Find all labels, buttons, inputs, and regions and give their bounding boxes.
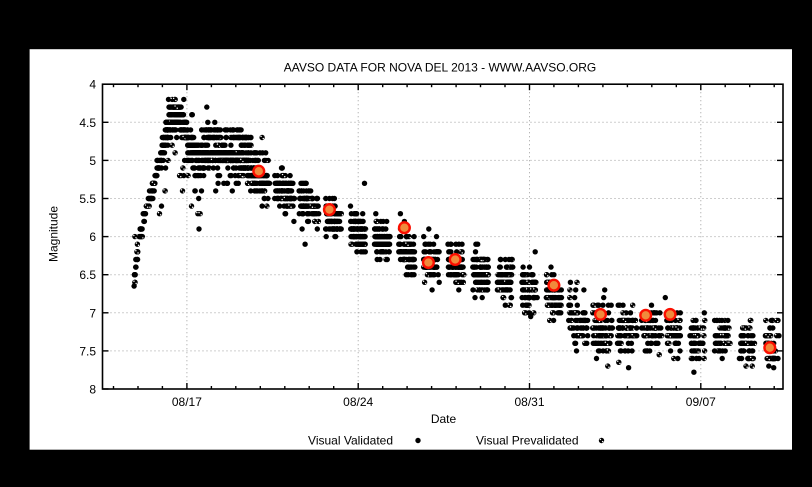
svg-text:Date: Date: [431, 412, 457, 426]
svg-text:09/07: 09/07: [686, 395, 716, 409]
svg-text:7: 7: [89, 306, 96, 320]
svg-text:Visual Validated: Visual Validated: [308, 434, 393, 448]
svg-text:AAVSO DATA FOR NOVA DEL 2013 -: AAVSO DATA FOR NOVA DEL 2013 - WWW.AAVSO…: [284, 61, 597, 75]
svg-text:8: 8: [89, 383, 96, 397]
svg-text:7.5: 7.5: [79, 344, 96, 358]
svg-text:Visual Prevalidated: Visual Prevalidated: [476, 434, 579, 448]
svg-text:5: 5: [89, 154, 96, 168]
svg-text:6.5: 6.5: [79, 268, 96, 282]
svg-text:08/31: 08/31: [514, 395, 544, 409]
svg-text:Magnitude: Magnitude: [47, 206, 61, 262]
svg-text:6: 6: [89, 230, 96, 244]
svg-text:08/24: 08/24: [343, 395, 373, 409]
svg-text:08/17: 08/17: [172, 395, 202, 409]
svg-text:5.5: 5.5: [79, 192, 96, 206]
svg-text:4: 4: [89, 78, 96, 92]
svg-text:4.5: 4.5: [79, 116, 96, 130]
